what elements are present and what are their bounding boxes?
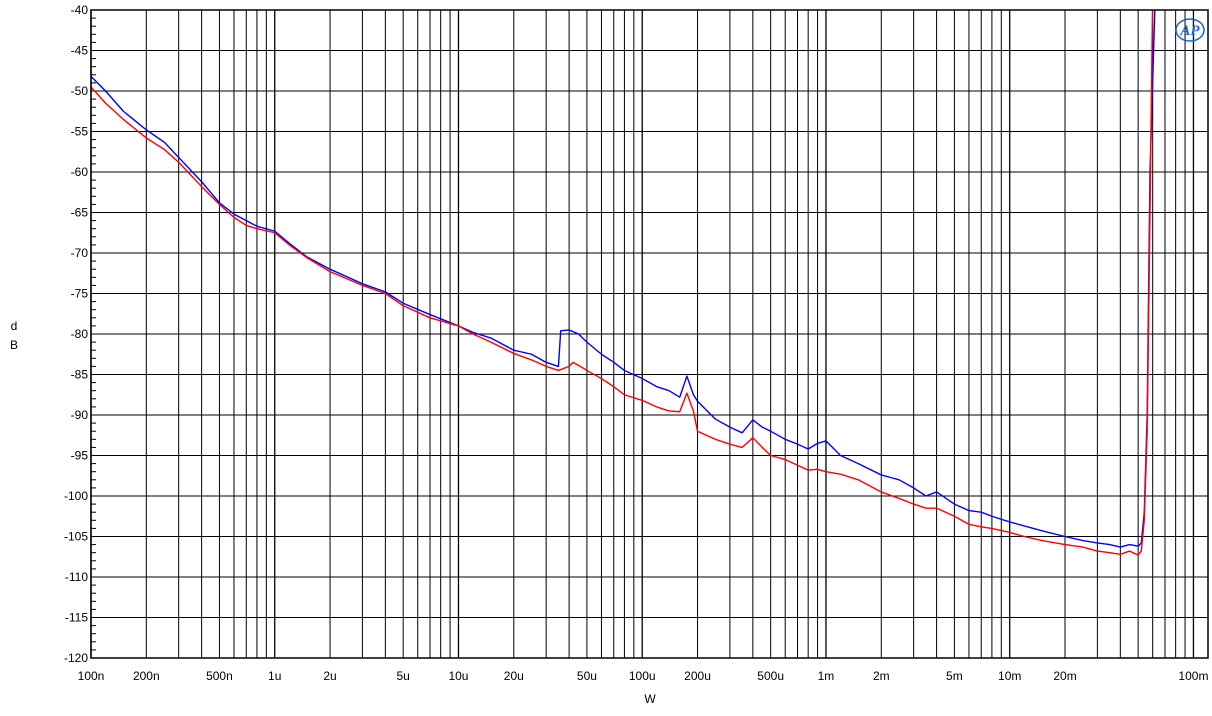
y-tick-label: -80 — [71, 327, 89, 341]
y-tick-label: -45 — [71, 44, 89, 58]
x-tick-label: 2u — [323, 669, 336, 683]
x-tick-label: 10m — [998, 669, 1021, 683]
x-tick-label: 50u — [577, 669, 597, 683]
x-tick-label: 500n — [206, 669, 233, 683]
y-tick-label: -110 — [65, 570, 88, 584]
x-tick-label: 2m — [873, 669, 890, 683]
y-tick-label: -65 — [71, 206, 89, 220]
x-tick-labels: 100n 200n 500n 1u 2u 5u 10u 20u 50u 100u 200u 500u 1… — [78, 669, 1209, 683]
y-tick-label: -120 — [64, 651, 88, 665]
y-tick-label: -90 — [71, 408, 89, 422]
y-tick-labels: -40 -45 -50 -55 -60 -65 -70 -75 -80 -85 -90 -95 -100… — [64, 3, 88, 665]
y-axis-title-line-1: d — [11, 319, 18, 333]
series-line-2 — [91, 10, 1154, 556]
x-tick-label: 5u — [396, 669, 409, 683]
plot-frame — [90, 9, 1209, 659]
x-tick-label: 1u — [268, 669, 281, 683]
y-axis-title-line-2: B — [10, 338, 18, 352]
y-tick-label: -40 — [71, 3, 89, 17]
ap-logo: AP — [1175, 18, 1205, 42]
y-tick-label: -115 — [65, 611, 88, 625]
x-tick-label: 1m — [818, 669, 835, 683]
y-tick-label: -85 — [71, 368, 89, 382]
y-tick-label: -70 — [71, 246, 89, 260]
x-tick-label: 5m — [946, 669, 963, 683]
y-tick-label: -60 — [71, 165, 89, 179]
y-tick-label: -100 — [64, 489, 88, 503]
y-tick-label: -75 — [71, 287, 89, 301]
y-tick-label: -55 — [71, 125, 89, 139]
y-tick-label: -50 — [71, 84, 89, 98]
y-tick-label: -105 — [64, 530, 88, 544]
x-tick-label: 100m — [1178, 669, 1208, 683]
series-layer — [91, 10, 1156, 556]
grid-layer — [90, 9, 1208, 659]
x-axis-title: W — [644, 692, 656, 706]
ap-logo-ring-icon — [1175, 18, 1205, 42]
x-tick-label: 100u — [629, 669, 656, 683]
y-tick-label: -95 — [71, 449, 89, 463]
x-tick-label: 20u — [504, 669, 524, 683]
x-tick-label: 100n — [78, 669, 105, 683]
series-line-1 — [91, 10, 1156, 548]
x-tick-label: 200u — [684, 669, 711, 683]
x-tick-label: 20m — [1053, 669, 1076, 683]
x-tick-label: 10u — [448, 669, 468, 683]
x-tick-label: 500u — [757, 669, 784, 683]
x-tick-label: 200n — [133, 669, 160, 683]
ap-logo-text: AP — [1179, 23, 1200, 39]
